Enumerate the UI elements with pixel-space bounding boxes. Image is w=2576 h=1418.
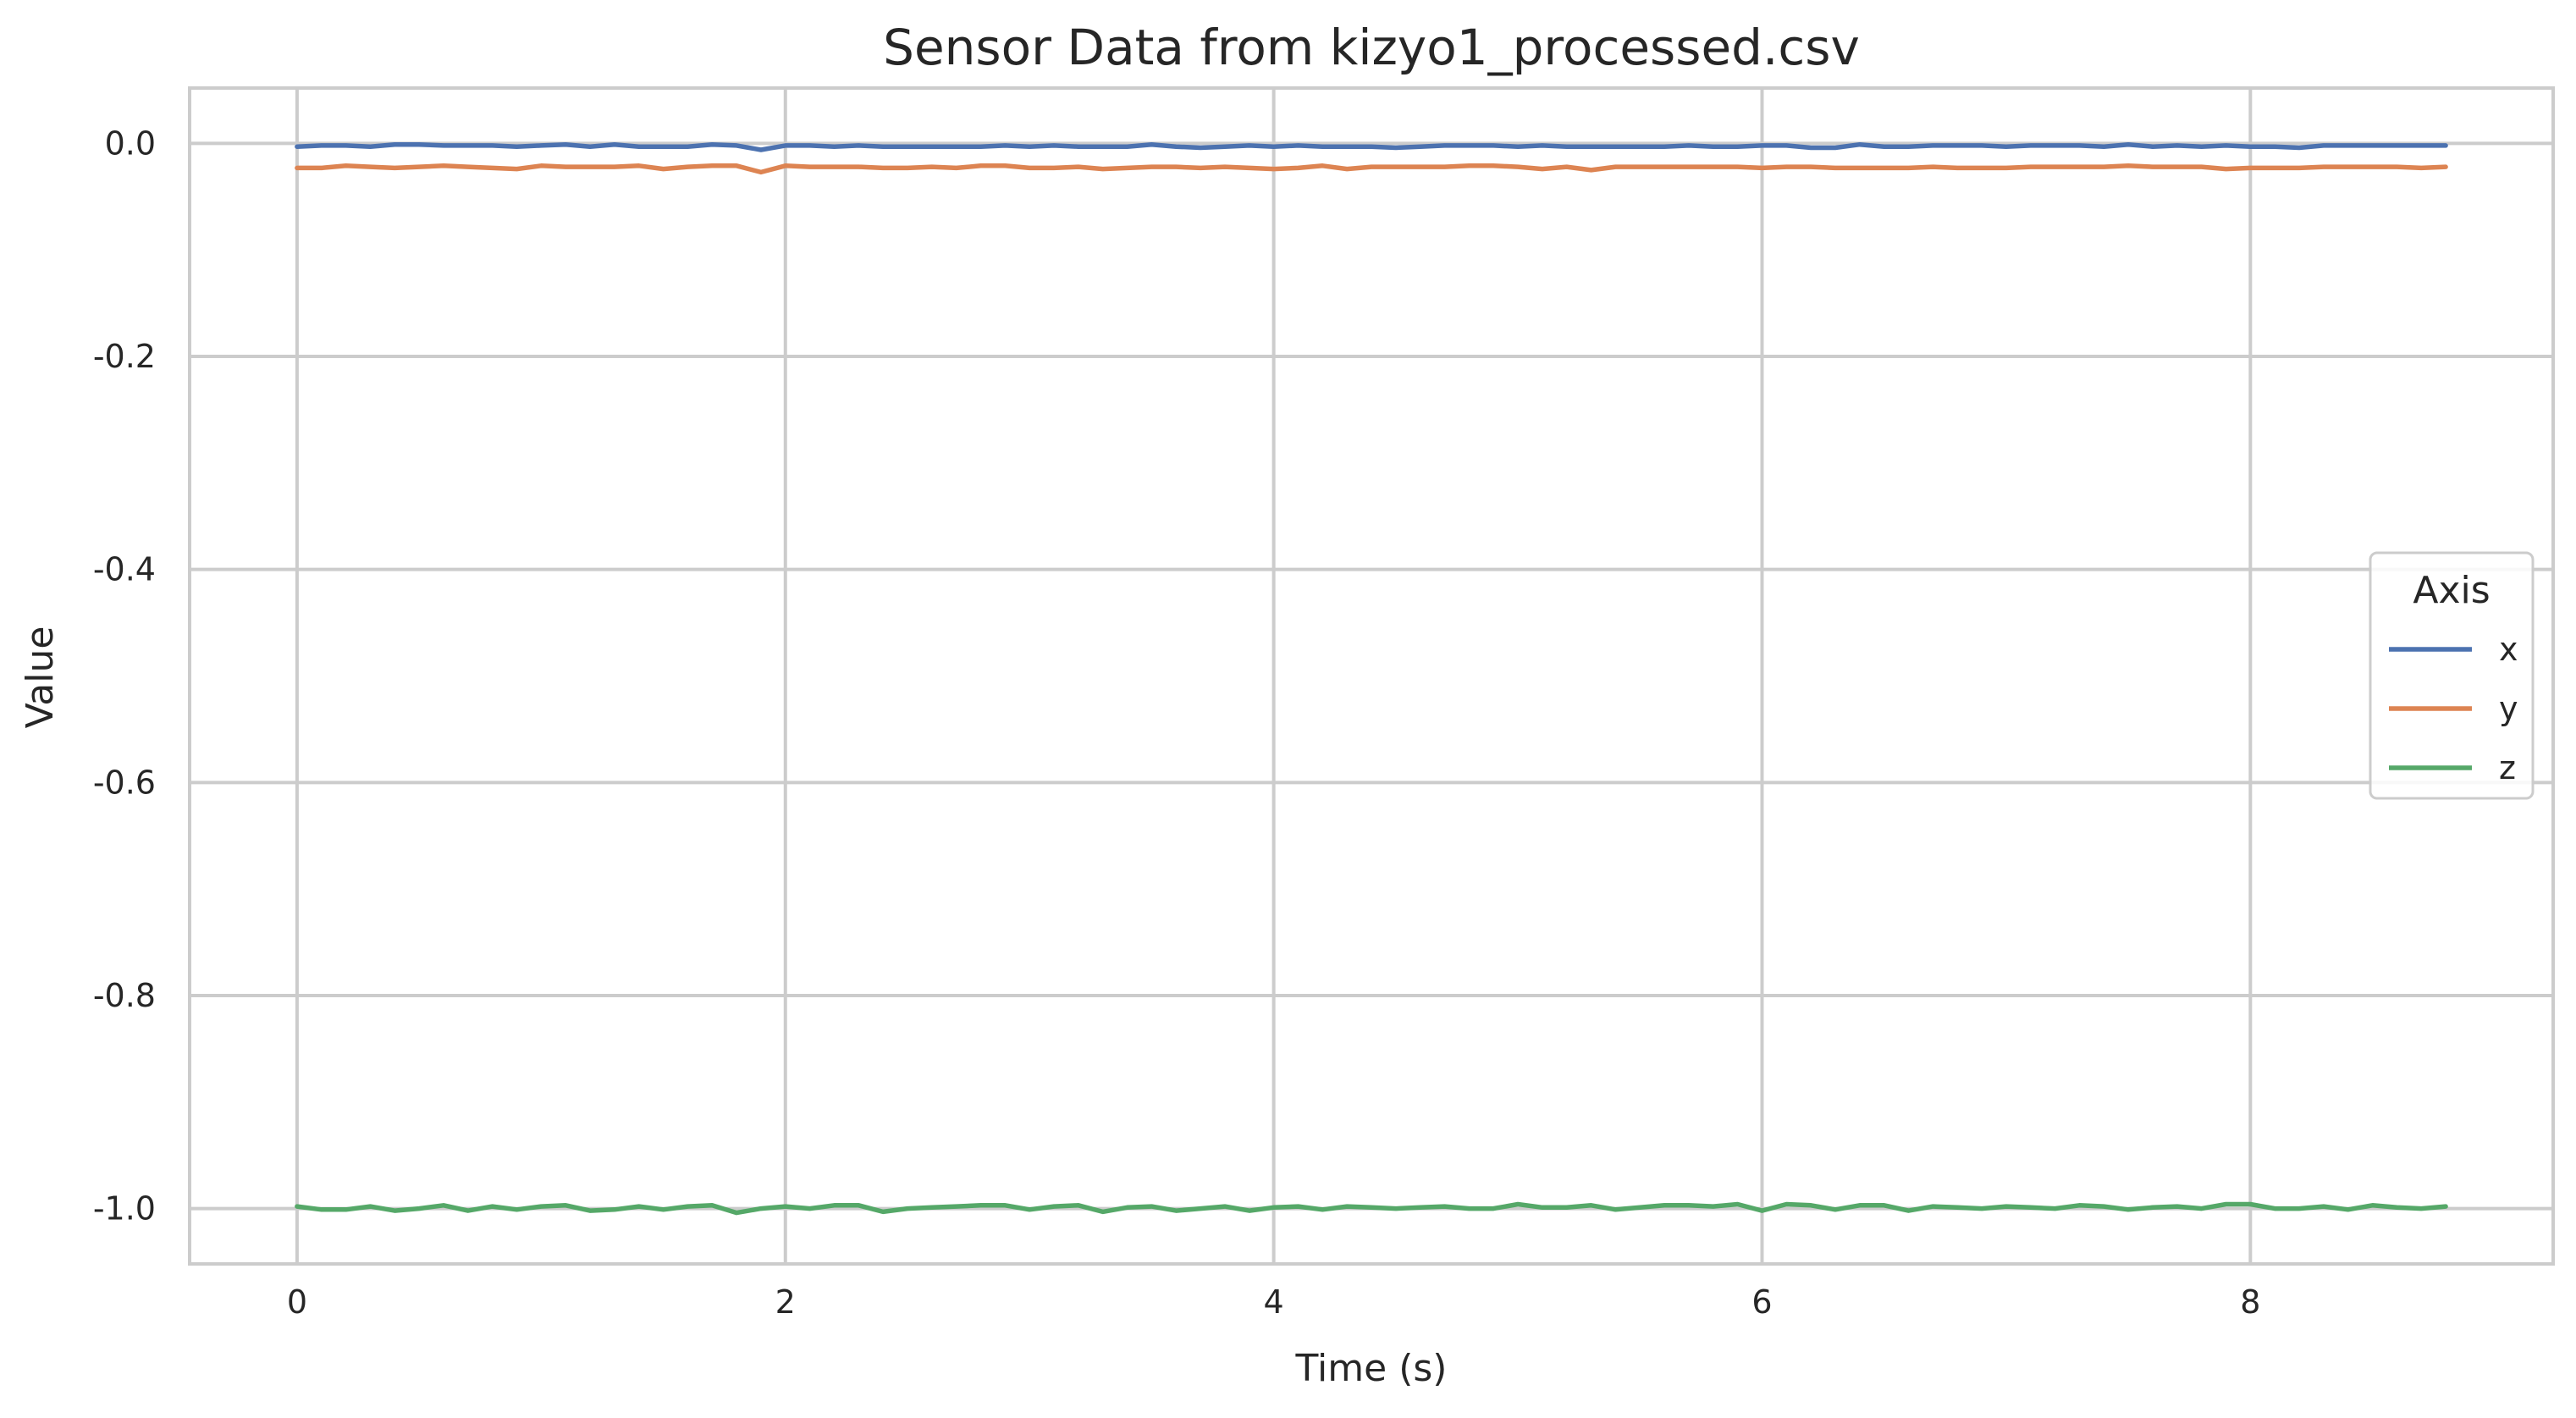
y-tick-label: -1.0: [93, 1190, 156, 1228]
x-tick-label: 6: [1751, 1283, 1772, 1321]
x-tick-label: 2: [775, 1283, 796, 1321]
series-lines: [295, 141, 2448, 1216]
x-tick-label: 4: [1264, 1283, 1284, 1321]
y-tick-labels: 0.0 -0.2 -0.4 -0.6 -0.8 -1.0: [93, 124, 156, 1227]
x-tick-label: 8: [2240, 1283, 2260, 1321]
legend-title: Axis: [2413, 569, 2490, 612]
legend-items: xyz: [2389, 631, 2518, 786]
x-tick-label: 0: [287, 1283, 307, 1321]
legend-label-z: z: [2499, 749, 2516, 786]
legend-label-y: y: [2499, 690, 2518, 727]
y-tick-label: -0.6: [93, 764, 156, 801]
y-tick-label: -0.4: [93, 551, 156, 588]
series-line-z: [295, 1201, 2448, 1216]
legend-box: [2369, 551, 2535, 800]
x-tick-labels: 0 2 4 6 8: [287, 1283, 2261, 1321]
series-line-y: [295, 163, 2448, 175]
series-line-x: [295, 141, 2448, 152]
plot-frame: [188, 86, 2555, 1266]
y-tick-label: -0.8: [93, 977, 156, 1014]
legend: Axis xyz: [2369, 551, 2535, 800]
x-axis-label: Time (s): [1295, 1347, 1448, 1390]
y-tick-label: -0.2: [93, 338, 156, 375]
y-tick-label: 0.0: [105, 124, 156, 162]
chart-title: Sensor Data from kizyo1_processed.csv: [883, 19, 1860, 76]
y-axis-label: Value: [19, 626, 62, 729]
legend-label-x: x: [2499, 631, 2518, 668]
